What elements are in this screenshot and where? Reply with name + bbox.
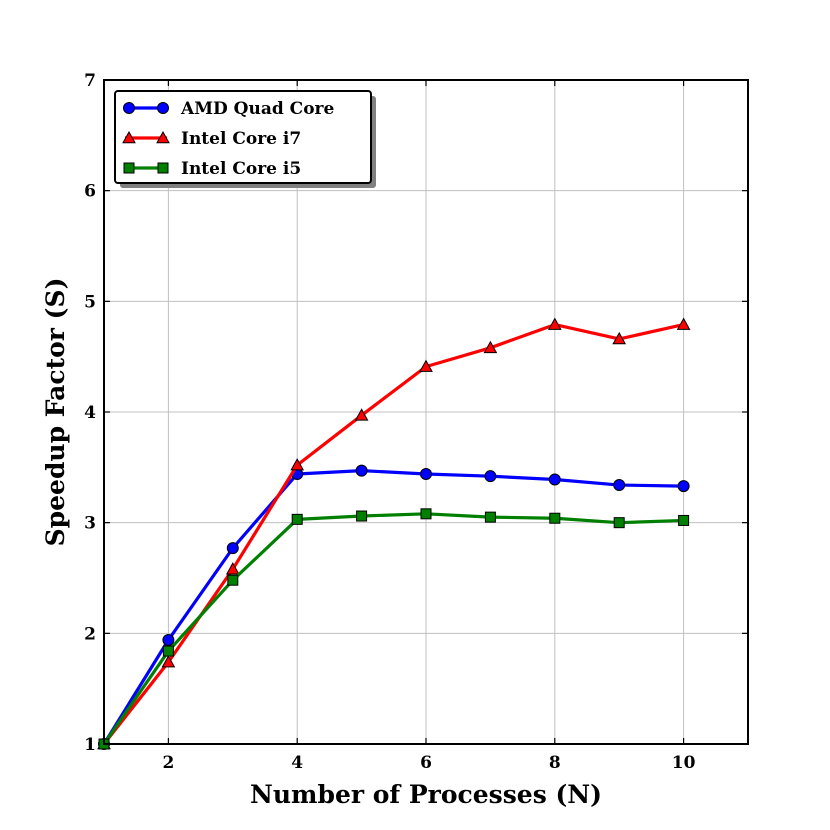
data-point-intel-core-i7	[354, 408, 369, 421]
data-point-intel-core-i5	[484, 511, 496, 523]
data-point-amd-quad-core	[420, 467, 432, 480]
legend-label: Intel Core i7	[181, 129, 301, 149]
y-tick-label: 7	[84, 71, 96, 91]
data-point-amd-quad-core	[355, 464, 368, 477]
legend-item-intel-core-i5: Intel Core i5	[123, 159, 301, 179]
legend-marker	[156, 130, 170, 144]
legend-box	[114, 90, 372, 184]
y-tick-label: 2	[84, 624, 96, 644]
data-point-amd-quad-core	[162, 633, 175, 646]
data-point-intel-core-i7	[483, 340, 498, 354]
legend-marker	[157, 102, 169, 114]
y-axis-title: Speedup Factor (S)	[41, 278, 70, 547]
legend: AMD Quad Core Intel Core i7 Intel Core i5	[114, 90, 376, 188]
data-point-amd-quad-core	[613, 479, 626, 492]
series-layer	[97, 317, 691, 750]
x-tick-label: 10	[672, 753, 696, 773]
legend-item-amd-quad-core: AMD Quad Core	[123, 99, 334, 119]
x-tick-label: 8	[549, 753, 561, 773]
x-tick-label: 4	[291, 753, 303, 773]
legend-marker	[157, 162, 169, 174]
data-point-intel-core-i7	[225, 562, 240, 575]
data-point-intel-core-i5	[291, 513, 303, 525]
data-point-amd-quad-core	[548, 473, 561, 486]
series-amd-quad-core	[98, 464, 690, 750]
legend-marker	[123, 162, 135, 174]
data-point-intel-core-i7	[612, 331, 627, 345]
data-point-intel-core-i5	[549, 512, 561, 524]
data-point-amd-quad-core	[226, 542, 239, 555]
y-tick-label: 1	[84, 735, 96, 755]
data-point-intel-core-i7	[419, 359, 433, 372]
data-point-amd-quad-core	[484, 470, 497, 483]
data-point-intel-core-i7	[676, 317, 691, 330]
series-line-intel-core-i5	[102, 512, 684, 745]
y-tick-label: 5	[84, 292, 96, 312]
data-point-intel-core-i5	[162, 645, 174, 657]
series-line-amd-quad-core	[102, 469, 684, 745]
series-line-intel-core-i7	[102, 322, 684, 745]
legend-label: AMD Quad Core	[180, 99, 334, 119]
data-point-amd-quad-core	[677, 480, 690, 493]
series-intel-core-i7	[97, 317, 691, 750]
y-tick-label: 4	[84, 403, 96, 423]
data-point-intel-core-i7	[161, 655, 176, 668]
x-tick-label: 6	[420, 753, 432, 773]
data-point-intel-core-i5	[356, 510, 368, 522]
data-point-intel-core-i5	[227, 574, 239, 586]
data-point-intel-core-i7	[290, 458, 305, 471]
series-intel-core-i5	[98, 508, 690, 750]
legend-item-intel-core-i7: Intel Core i7	[122, 129, 301, 149]
y-tick-label: 3	[84, 514, 96, 534]
x-tick-label: 2	[162, 753, 174, 773]
data-point-intel-core-i5	[613, 517, 625, 529]
data-point-intel-core-i5	[678, 514, 690, 526]
legend-label: Intel Core i5	[181, 159, 301, 179]
y-tick-label: 6	[84, 182, 96, 202]
data-point-intel-core-i7	[547, 317, 562, 330]
grid	[104, 80, 748, 744]
legend-marker	[123, 102, 135, 114]
legend-marker	[122, 130, 136, 144]
x-axis-title: Number of Processes (N)	[250, 780, 602, 809]
data-point-intel-core-i5	[420, 508, 432, 520]
